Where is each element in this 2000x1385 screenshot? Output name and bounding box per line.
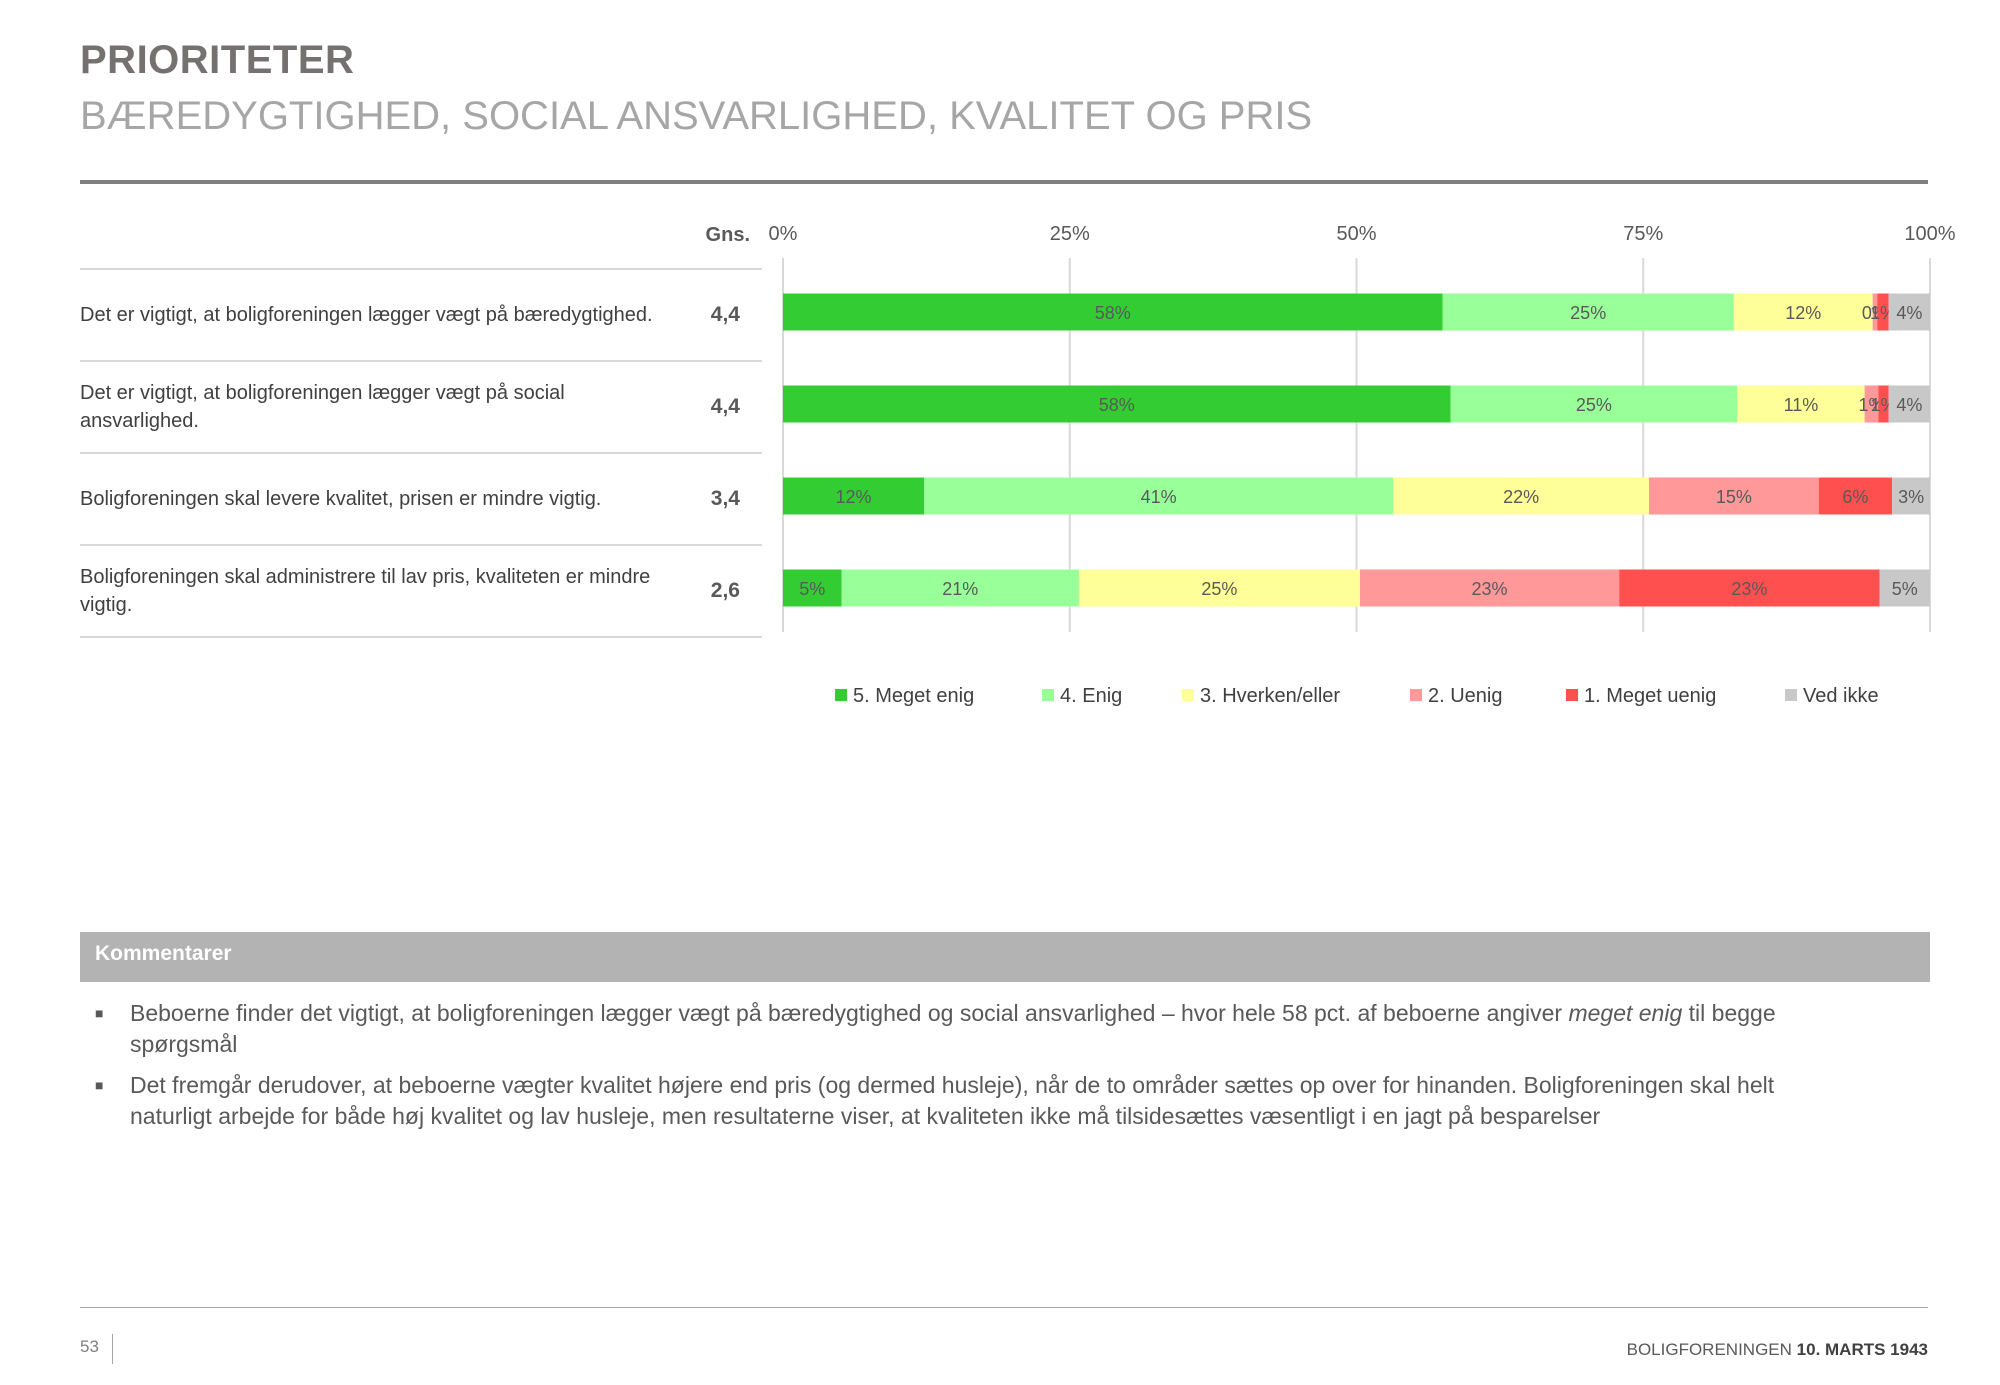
legend-swatch xyxy=(835,689,847,701)
bar-segment xyxy=(1393,477,1649,515)
question-row: Boligforeningen skal administrere til la… xyxy=(80,544,762,638)
bar-segment xyxy=(1733,293,1873,331)
stacked-bar-chart: 0% 25% 50% 75% 100%58% 25% 12% 0%1% 4%58% 25% 11% 1… xyxy=(769,223,1956,707)
page-subtitle: BÆREDYGTIGHED, SOCIAL ANSVARLIGHED, KVAL… xyxy=(80,94,1313,138)
question-label: Boligforeningen skal levere kvalitet, pr… xyxy=(80,488,602,510)
legend-swatch xyxy=(1566,689,1578,701)
data-label: 4% xyxy=(1896,395,1922,415)
title-divider xyxy=(80,180,1928,184)
comments-header-bar xyxy=(80,932,1930,982)
legend-label: Ved ikke xyxy=(1803,685,1879,707)
comment-text: Beboerne finder det vigtigt, at boligfor… xyxy=(130,1000,1776,1057)
mean-value: 3,4 xyxy=(710,487,740,510)
question-row: Boligforeningen skal levere kvalitet, pr… xyxy=(80,452,762,544)
bar-segment xyxy=(1872,293,1878,331)
data-label: 25% xyxy=(1576,395,1612,415)
data-label: 21% xyxy=(942,579,978,599)
bar-segment xyxy=(1888,293,1930,331)
data-label: 41% xyxy=(1141,487,1177,507)
comments-title: Kommentarer xyxy=(95,942,232,965)
data-label: 5% xyxy=(1892,579,1918,599)
data-label: 15% xyxy=(1716,487,1752,507)
comment-text: Det fremgår derudover, at beboerne vægte… xyxy=(130,1072,1775,1129)
bar-segment xyxy=(924,477,1394,515)
x-tick-label: 100% xyxy=(1904,223,1955,245)
bar-segment xyxy=(1450,385,1738,423)
bar-segment xyxy=(1877,293,1889,331)
data-label: 6% xyxy=(1842,487,1868,507)
bar-segment xyxy=(1442,293,1734,331)
legend-label: 2. Uenig xyxy=(1428,685,1503,707)
mean-value: 2,6 xyxy=(710,579,740,602)
question-row: Det er vigtigt, at boligforeningen lægge… xyxy=(80,268,762,360)
comment-bullet: ■ Beboerne finder det vigtigt, at boligf… xyxy=(95,998,1855,1060)
x-tick-label: 25% xyxy=(1050,223,1090,245)
bar-segment xyxy=(1359,569,1620,607)
data-label: 23% xyxy=(1472,579,1508,599)
bullet-square-icon: ■ xyxy=(95,1005,104,1021)
footer-org-date: BOLIGFORENINGEN 10. MARTS 1943 xyxy=(1626,1340,1928,1359)
question-label: Det er vigtigt, at boligforeningen lægge… xyxy=(80,304,653,326)
bar-segment xyxy=(1888,385,1930,423)
legend-swatch xyxy=(1410,689,1422,701)
comment-bullet: ■ Det fremgår derudover, at beboerne væg… xyxy=(95,1070,1855,1132)
mean-value: 4,4 xyxy=(710,303,740,326)
bar-segment xyxy=(1879,569,1930,607)
bar-segment xyxy=(1737,385,1865,423)
bar-segment xyxy=(783,477,925,515)
data-label: 11% xyxy=(1784,395,1819,415)
data-label: 3% xyxy=(1898,487,1924,507)
bullet-square-icon: ■ xyxy=(95,1077,104,1093)
data-label: 25% xyxy=(1201,579,1237,599)
data-label: 4% xyxy=(1896,303,1922,323)
legend-swatch xyxy=(1785,689,1797,701)
data-label: 58% xyxy=(1099,395,1135,415)
bar-segment xyxy=(1878,385,1889,423)
bar-segment xyxy=(1619,569,1880,607)
bar-segment xyxy=(1818,477,1893,515)
page-number-separator xyxy=(112,1334,113,1364)
footer-divider xyxy=(80,1307,1928,1308)
bar-segment xyxy=(1648,477,1819,515)
legend-label: 1. Meget uenig xyxy=(1584,685,1716,707)
data-label: 1% xyxy=(1858,395,1884,415)
bar-segment xyxy=(783,293,1443,331)
x-tick-label: 0% xyxy=(769,223,798,245)
bar-segment xyxy=(783,569,842,607)
data-label: 22% xyxy=(1503,487,1539,507)
bar-segment xyxy=(1078,569,1360,607)
data-label: 12% xyxy=(1785,303,1821,323)
x-tick-label: 50% xyxy=(1336,223,1376,245)
legend-label: 5. Meget enig xyxy=(853,685,974,707)
mean-column-header: Gns. xyxy=(705,224,750,246)
data-label: 23% xyxy=(1731,579,1767,599)
data-label: 25% xyxy=(1570,303,1606,323)
bar-segment xyxy=(841,569,1079,607)
x-tick-label: 75% xyxy=(1623,223,1663,245)
data-label: 58% xyxy=(1095,303,1131,323)
question-row: Det er vigtigt, at boligforeningen lægge… xyxy=(80,360,762,452)
data-label: 5% xyxy=(799,579,825,599)
bar-segment xyxy=(783,385,1451,423)
legend-label: 4. Enig xyxy=(1060,685,1122,707)
bar-segment xyxy=(1892,477,1930,515)
legend-swatch xyxy=(1182,689,1194,701)
mean-value: 4,4 xyxy=(710,395,740,418)
question-label: Det er vigtigt, at boligforeningen lægge… xyxy=(80,382,565,432)
page-title: PRIORITETER xyxy=(80,38,355,82)
legend-swatch xyxy=(1042,689,1054,701)
bar-segment xyxy=(1864,385,1879,423)
question-label: Boligforeningen skal administrere til la… xyxy=(80,566,651,616)
page-number: 53 xyxy=(80,1337,99,1356)
legend-label: 3. Hverken/eller xyxy=(1200,685,1340,707)
data-label: 12% xyxy=(836,487,872,507)
